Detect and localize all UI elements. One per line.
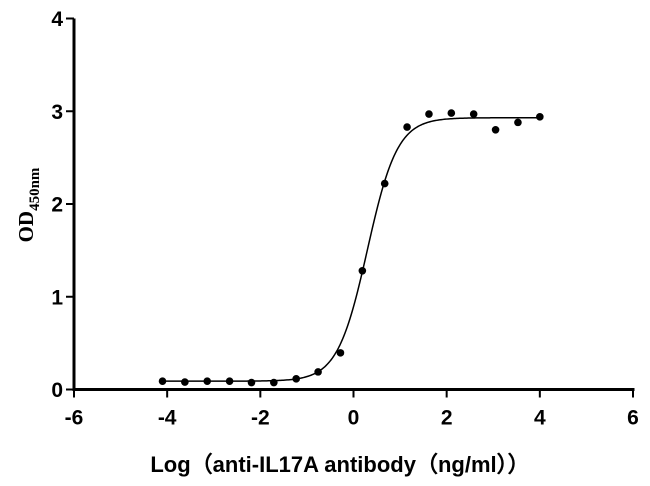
data-point — [536, 113, 544, 121]
y-axis-ticks: 0 1 2 3 4 — [51, 8, 74, 402]
y-tick-label: 4 — [51, 8, 63, 31]
data-point — [491, 126, 500, 134]
data-point — [358, 266, 367, 275]
x-tick-label: -6 — [65, 407, 84, 430]
y-tick-label: 1 — [51, 286, 63, 309]
data-point — [403, 123, 411, 131]
x-tick-label: 4 — [534, 407, 546, 430]
data-point — [380, 179, 389, 188]
x-tick-label: -2 — [251, 407, 270, 430]
data-point — [225, 377, 234, 385]
x-axis-label: Log（anti-IL17A antibody（ng/ml）） — [150, 452, 529, 477]
data-point — [247, 378, 256, 387]
fit-curve — [162, 117, 540, 382]
data-point — [336, 349, 345, 357]
x-tick-label: 6 — [627, 407, 639, 430]
x-tick-label: 2 — [441, 407, 453, 430]
data-point — [292, 375, 301, 383]
data-point — [181, 378, 189, 386]
data-point — [447, 109, 456, 117]
y-tick-label: 2 — [51, 194, 63, 217]
data-point — [270, 378, 278, 387]
x-tick-label: -4 — [158, 407, 177, 430]
x-tick-label: 0 — [348, 407, 360, 430]
axes — [72, 18, 635, 391]
data-point — [314, 368, 322, 376]
y-tick-label: 0 — [51, 379, 63, 402]
data-point — [158, 377, 167, 385]
data-point — [203, 377, 212, 385]
data-points — [158, 109, 544, 387]
y-axis-label: OD450nm — [14, 167, 43, 242]
y-tick-label: 3 — [51, 101, 63, 124]
data-point — [514, 118, 522, 127]
x-axis-ticks: -6 -4 -2 0 2 4 6 — [65, 389, 639, 430]
data-point — [425, 110, 433, 118]
data-point — [469, 110, 478, 118]
